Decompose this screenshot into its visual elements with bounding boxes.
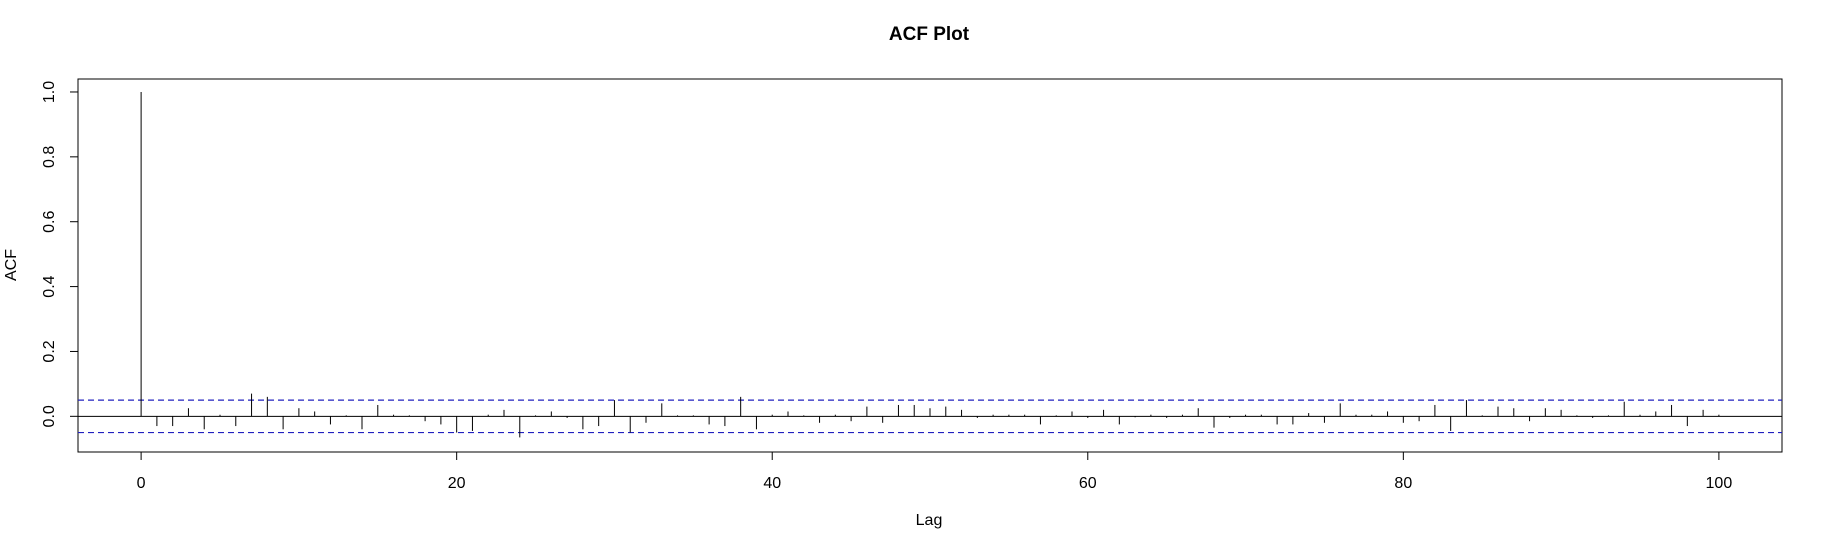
x-tick-label: 0 (137, 475, 146, 492)
chart-title: ACF Plot (889, 24, 970, 45)
y-tick-label: 1.0 (41, 81, 58, 103)
y-axis-label: ACF (3, 249, 20, 281)
y-tick-label: 0.6 (41, 210, 58, 232)
y-tick-label: 0.0 (41, 405, 58, 427)
x-tick-label: 20 (448, 475, 466, 492)
x-axis: 0 20 40 60 80 100 (137, 451, 1733, 492)
y-tick-label: 0.8 (41, 146, 58, 168)
x-tick-label: 80 (1394, 475, 1412, 492)
x-axis-label: Lag (916, 512, 943, 529)
y-tick-label: 0.4 (41, 275, 58, 297)
plot-frame (77, 78, 1783, 453)
y-tick-label: 0.2 (41, 340, 58, 362)
x-tick-label: 60 (1079, 475, 1097, 492)
x-tick-label: 100 (1706, 475, 1733, 492)
y-axis: 0.0 0.2 0.4 0.6 0.8 1.0 (41, 81, 79, 427)
x-tick-label: 40 (763, 475, 781, 492)
acf-bars (140, 91, 1720, 438)
